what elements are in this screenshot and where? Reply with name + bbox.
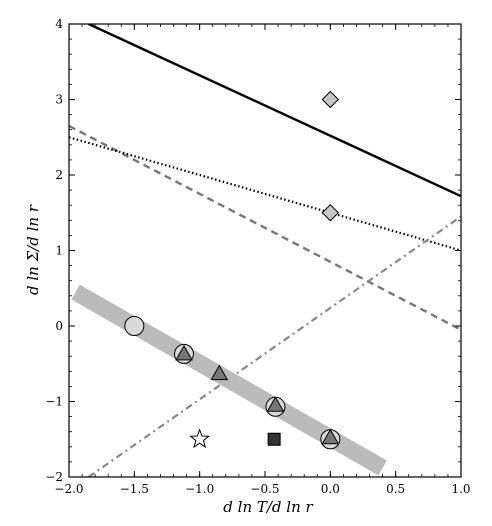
- y-tick-label: −2: [45, 470, 63, 484]
- triangle-marker: [266, 396, 285, 412]
- y-tick-label: −1: [45, 395, 63, 409]
- x-tick-label: 0.0: [321, 482, 340, 496]
- line-dashed: [69, 124, 461, 331]
- circle-marker: [124, 316, 145, 336]
- y-tick-label: 3: [55, 93, 63, 107]
- model-lines: [69, 24, 461, 477]
- x-tick-label: −1.0: [185, 482, 214, 496]
- diamond-marker: [321, 90, 340, 109]
- axes: −2.0 −1.5 −1.0 −0.5 0.0 0.5 1.0 −2 −1 0 1 2 3 4: [45, 17, 470, 496]
- square-marker: [267, 432, 281, 446]
- x-tick-label: 1.0: [451, 482, 470, 496]
- x-tick-label: −0.5: [250, 482, 279, 496]
- line-solid: [88, 24, 461, 198]
- x-tick-label: −2.0: [54, 482, 83, 496]
- y-tick-label: 0: [55, 319, 63, 333]
- triangle-marker: [321, 428, 340, 445]
- x-axis-label: d ln T/d ln r: [223, 498, 313, 516]
- line-dash-dot: [87, 215, 461, 477]
- y-tick-label: 4: [55, 17, 63, 31]
- x-tick-label: −1.5: [120, 482, 149, 496]
- y-axis-label: d ln Σ/d ln r: [24, 204, 42, 295]
- triangle-marker: [175, 344, 193, 361]
- data-markers: [124, 90, 341, 450]
- y-tick-label: 2: [55, 168, 63, 182]
- triangle-marker: [210, 364, 229, 381]
- star-marker: [189, 428, 211, 449]
- line-dotted: [69, 136, 461, 252]
- x-tick-label: 0.5: [386, 482, 405, 496]
- y-tick-label: 1: [55, 244, 63, 258]
- diamond-marker: [321, 204, 340, 222]
